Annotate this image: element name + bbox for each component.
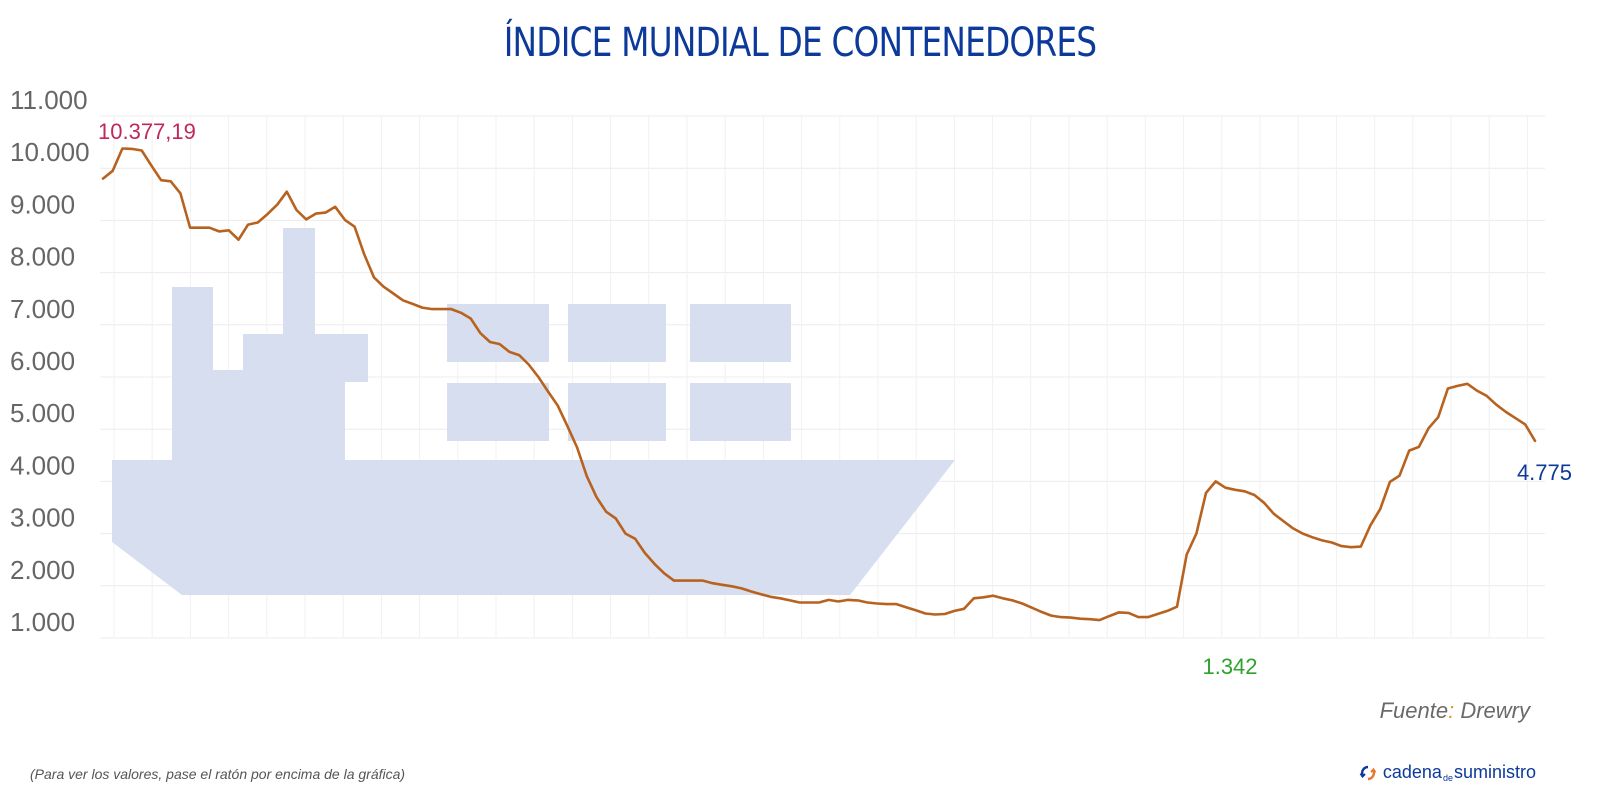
container-box	[690, 304, 791, 362]
container-box	[568, 383, 666, 441]
source-prefix: Fuente	[1379, 698, 1449, 723]
y-tick-label: 11.000	[10, 85, 88, 115]
last-value-label: 4.775	[1517, 460, 1572, 485]
y-tick-label: 5.000	[10, 398, 75, 428]
y-tick-label: 10.000	[10, 137, 90, 167]
refresh-arrows-icon	[1359, 765, 1377, 780]
y-tick-label: 3.000	[10, 503, 75, 533]
brand-part2: de	[1442, 773, 1453, 783]
y-axis-labels: 1.000 2.000 3.000 4.000 5.000 6.000 7.000 8.000…	[10, 85, 90, 637]
source-note: Fuente: Drewry	[1380, 698, 1530, 724]
ship-hull	[112, 228, 955, 595]
y-tick-label: 8.000	[10, 242, 75, 272]
source-name: Drewry	[1454, 698, 1530, 723]
container-box	[447, 383, 549, 441]
y-tick-label: 6.000	[10, 346, 75, 376]
chart-title: ÍNDICE MUNDIAL DE CONTENEDORES	[503, 20, 1097, 66]
brand-part3: suministro	[1453, 762, 1536, 782]
brand-part1: cadena	[1382, 762, 1442, 782]
y-tick-label: 7.000	[10, 294, 75, 324]
brand-logo[interactable]: cadenadesuministro	[1359, 762, 1536, 783]
source-colon: :	[1448, 698, 1455, 723]
max-value-label: 10.377,19	[98, 119, 196, 144]
container-box	[568, 304, 666, 362]
hover-hint: (Para ver los valores, pase el ratón por…	[30, 766, 406, 782]
y-tick-label: 4.000	[10, 450, 75, 480]
container-box	[690, 383, 791, 441]
y-tick-label: 2.000	[10, 555, 75, 585]
y-tick-label: 1.000	[10, 607, 75, 637]
ship-silhouette	[112, 228, 955, 595]
y-tick-label: 9.000	[10, 189, 75, 219]
index-line[interactable]	[101, 147, 1537, 622]
min-value-label: 1.342	[1202, 654, 1257, 679]
